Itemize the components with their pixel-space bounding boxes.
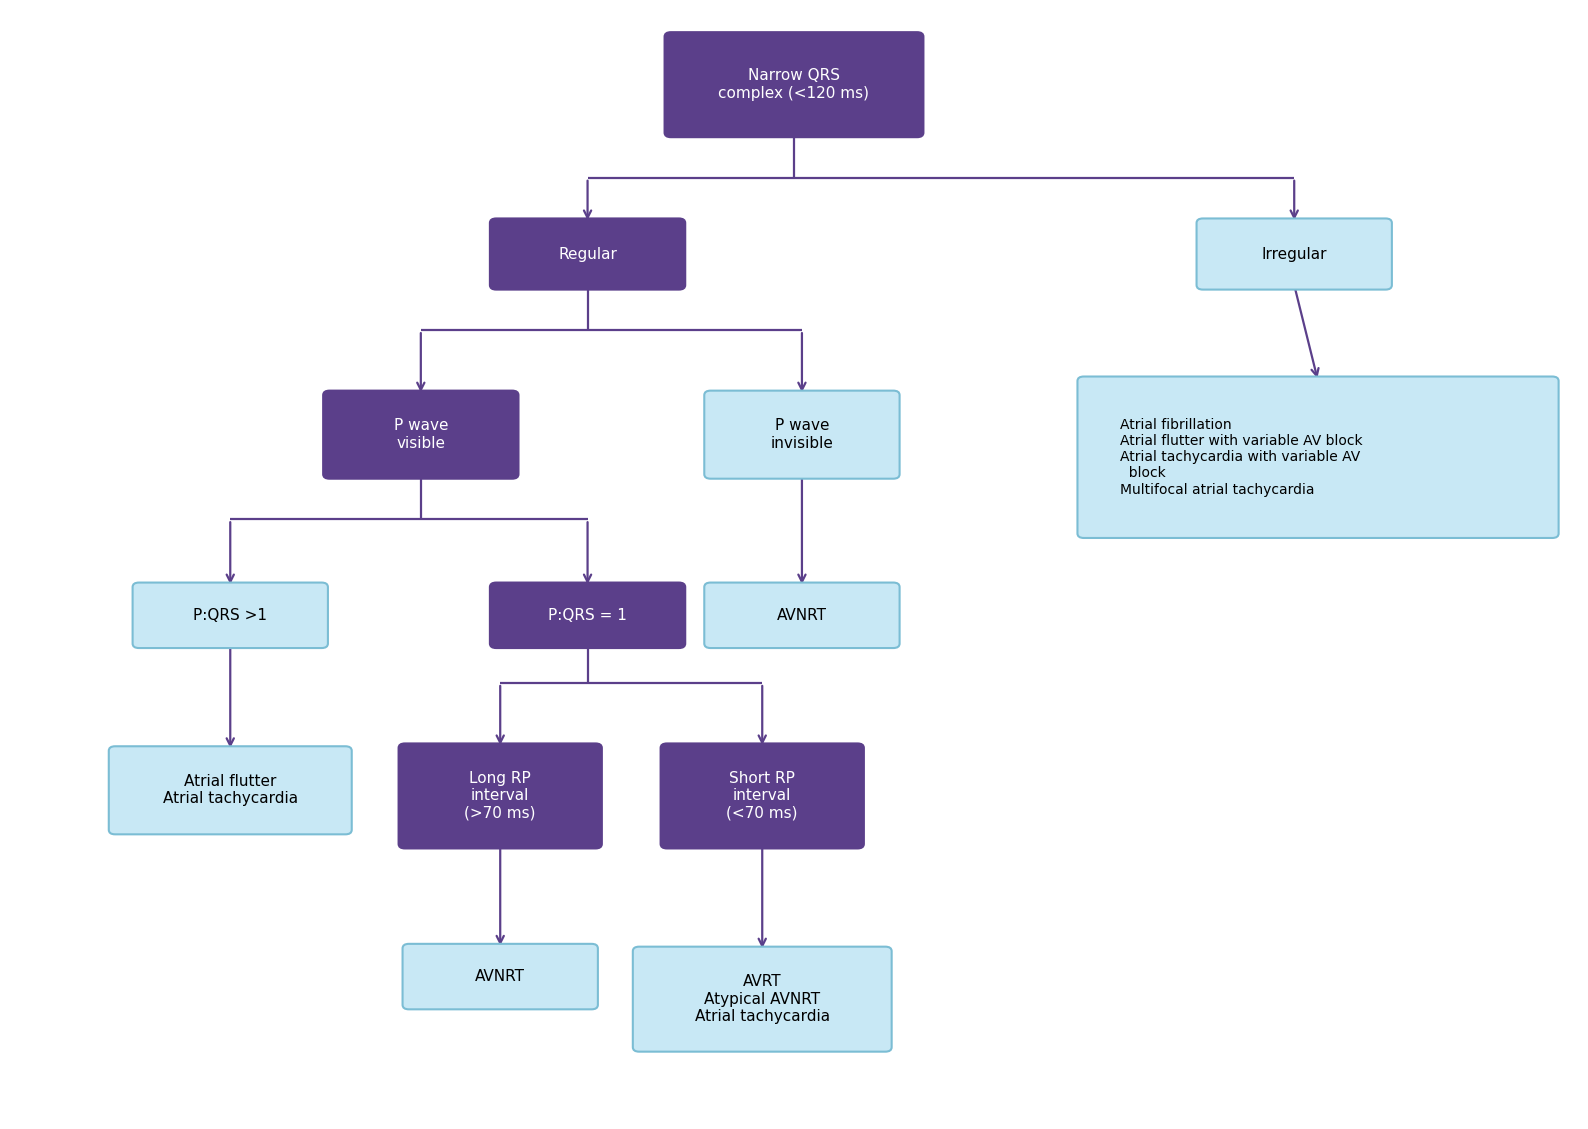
- FancyBboxPatch shape: [132, 583, 327, 648]
- FancyBboxPatch shape: [705, 391, 899, 479]
- Text: P wave
visible: P wave visible: [394, 419, 448, 450]
- Text: P:QRS = 1: P:QRS = 1: [548, 607, 627, 623]
- FancyBboxPatch shape: [489, 583, 686, 648]
- Text: Atrial flutter
Atrial tachycardia: Atrial flutter Atrial tachycardia: [162, 774, 299, 806]
- Text: Narrow QRS
complex (<120 ms): Narrow QRS complex (<120 ms): [718, 69, 870, 100]
- FancyBboxPatch shape: [324, 391, 518, 479]
- Text: Long RP
interval
(>70 ms): Long RP interval (>70 ms): [464, 771, 537, 821]
- FancyBboxPatch shape: [664, 32, 924, 137]
- Text: Atrial fibrillation
Atrial flutter with variable AV block
Atrial tachycardia wit: Atrial fibrillation Atrial flutter with …: [1120, 418, 1363, 497]
- FancyBboxPatch shape: [1077, 377, 1559, 539]
- Text: AVRT
Atypical AVNRT
Atrial tachycardia: AVRT Atypical AVNRT Atrial tachycardia: [694, 974, 831, 1024]
- FancyBboxPatch shape: [1197, 219, 1391, 289]
- Text: P:QRS >1: P:QRS >1: [194, 607, 267, 623]
- Text: AVNRT: AVNRT: [777, 607, 827, 623]
- FancyBboxPatch shape: [705, 583, 899, 648]
- FancyBboxPatch shape: [661, 743, 864, 849]
- Text: Regular: Regular: [557, 246, 618, 262]
- Text: Short RP
interval
(<70 ms): Short RP interval (<70 ms): [726, 771, 799, 821]
- FancyBboxPatch shape: [489, 219, 686, 289]
- Text: AVNRT: AVNRT: [475, 969, 526, 984]
- FancyBboxPatch shape: [399, 743, 602, 849]
- FancyBboxPatch shape: [108, 746, 351, 834]
- FancyBboxPatch shape: [403, 944, 597, 1009]
- Text: Irregular: Irregular: [1261, 246, 1328, 262]
- FancyBboxPatch shape: [632, 946, 892, 1052]
- Text: P wave
invisible: P wave invisible: [770, 419, 834, 450]
